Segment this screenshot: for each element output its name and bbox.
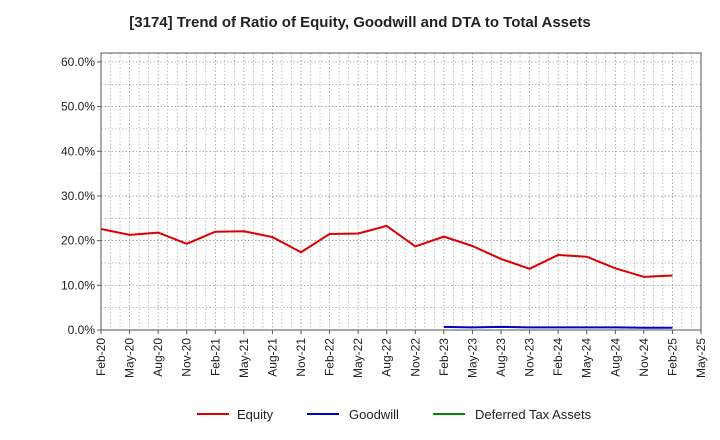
plot-area (101, 53, 701, 330)
legend-label-equity: Equity (237, 407, 274, 422)
x-tick-label: May-23 (465, 338, 479, 378)
y-tick-label: 50.0% (61, 100, 95, 114)
series-line-equity (100, 224, 673, 278)
y-tick-label: 40.0% (61, 144, 95, 158)
plot-border (100, 52, 702, 331)
legend: Equity Goodwill Deferred Tax Assets (197, 407, 592, 422)
x-tick-label: Aug-20 (151, 338, 165, 377)
x-tick-label: Nov-21 (294, 338, 308, 377)
series-line-goodwill (443, 325, 673, 329)
x-tick-label: Feb-20 (94, 338, 108, 376)
x-tick-label: May-24 (580, 338, 594, 378)
x-tick-label: Aug-23 (494, 338, 508, 377)
x-tick-label: May-20 (123, 338, 137, 378)
series-layer (100, 224, 673, 329)
x-axis-ticks: Feb-20 May-20 Aug-20 Nov-20 Feb-21 May-21 Aug-… (94, 330, 708, 378)
y-tick-label: 0.0% (68, 323, 96, 337)
x-tick-label: Aug-24 (608, 338, 622, 377)
legend-label-goodwill: Goodwill (349, 407, 399, 422)
y-axis-ticks: 0.0% 10.0% 20.0% 30.0% 40.0% 50.0% 60.0% (61, 55, 101, 337)
x-tick-label: Feb-22 (323, 338, 337, 376)
y-tick-label: 10.0% (61, 278, 95, 292)
legend-label-deferred-tax-assets: Deferred Tax Assets (475, 407, 592, 422)
y-tick-label: 20.0% (61, 234, 95, 248)
x-tick-label: May-21 (237, 338, 251, 378)
x-tick-label: May-22 (351, 338, 365, 378)
x-tick-label: Feb-25 (665, 338, 679, 376)
x-tick-label: Feb-23 (437, 338, 451, 376)
chart-title: [3174] Trend of Ratio of Equity, Goodwil… (129, 14, 591, 31)
x-tick-label: Nov-20 (180, 338, 194, 377)
x-tick-label: Nov-22 (408, 338, 422, 377)
x-tick-label: Aug-22 (380, 338, 394, 377)
x-tick-label: Aug-21 (265, 338, 279, 377)
y-tick-label: 30.0% (61, 189, 95, 203)
x-tick-label: Feb-24 (551, 338, 565, 376)
x-tick-label: Nov-23 (523, 338, 537, 377)
y-tick-label: 60.0% (61, 55, 95, 69)
x-tick-label: May-25 (694, 338, 708, 378)
x-tick-label: Nov-24 (637, 338, 651, 377)
x-tick-label: Feb-21 (208, 338, 222, 376)
